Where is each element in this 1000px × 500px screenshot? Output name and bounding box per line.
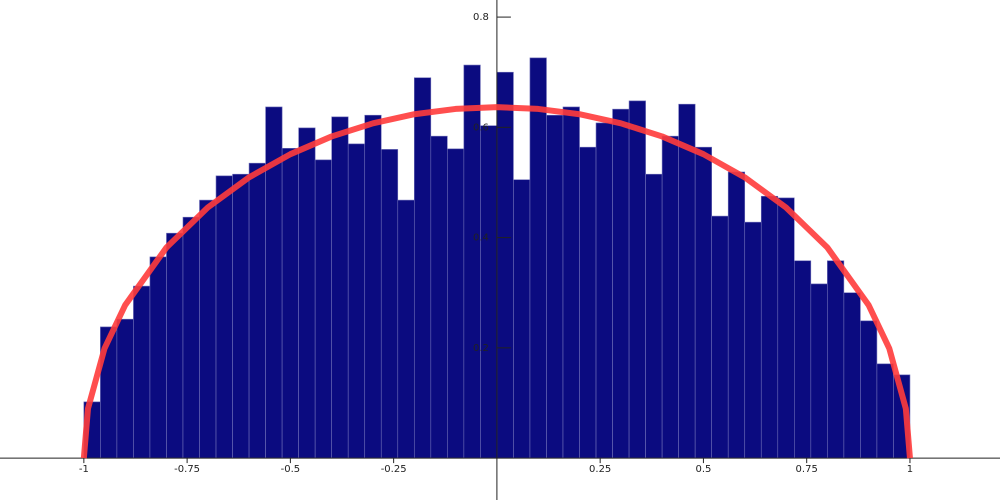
bar [380, 149, 399, 459]
bar [793, 260, 812, 459]
bar [827, 260, 845, 459]
bar [595, 122, 613, 459]
y-tick-label: 0.4 [473, 233, 489, 244]
bar [546, 114, 564, 459]
bar [430, 135, 448, 459]
bar [447, 148, 465, 459]
bar [364, 114, 382, 459]
bar [480, 125, 498, 459]
x-tick-label: 0.75 [796, 464, 818, 475]
x-tick-label: 0.5 [695, 464, 711, 475]
bar [397, 199, 415, 459]
y-tick-label: 0.8 [473, 12, 489, 23]
bar [678, 103, 696, 459]
bar [314, 159, 332, 459]
bar [579, 146, 597, 459]
bar [133, 285, 151, 459]
bar [645, 173, 663, 459]
bar [529, 57, 547, 459]
bar [116, 318, 134, 459]
x-tick-label: -1 [79, 464, 89, 475]
x-tick-label: -0.75 [174, 464, 200, 475]
bar [694, 146, 712, 459]
bar [413, 77, 432, 459]
bar [810, 283, 828, 459]
x-tick-label: -0.25 [381, 464, 407, 475]
bar [612, 108, 630, 459]
bar [166, 232, 184, 459]
bar [199, 199, 217, 459]
bar [727, 171, 746, 459]
bar [281, 147, 299, 459]
bar [843, 292, 861, 459]
bar [182, 216, 200, 459]
bar [215, 175, 233, 459]
bar [513, 179, 531, 459]
bar [149, 256, 167, 459]
bar [331, 116, 349, 459]
bar [876, 363, 894, 459]
density-curve [80, 104, 913, 459]
bar [248, 162, 266, 459]
bar [711, 215, 729, 459]
bar [298, 127, 316, 459]
bar [347, 143, 366, 459]
y-tick-label: 0.2 [473, 343, 489, 354]
bar [760, 195, 779, 459]
y-tick-label: 0.6 [473, 122, 489, 133]
bar [777, 197, 795, 459]
bar [628, 100, 646, 459]
bar [496, 71, 514, 459]
x-tick-label: 0.25 [589, 464, 611, 475]
bar [860, 320, 878, 459]
bar [744, 221, 762, 459]
bar [232, 173, 250, 459]
bar [661, 135, 679, 459]
x-tick-label: -0.5 [281, 464, 301, 475]
bar [562, 106, 580, 459]
x-tick-label: 1 [907, 464, 913, 475]
